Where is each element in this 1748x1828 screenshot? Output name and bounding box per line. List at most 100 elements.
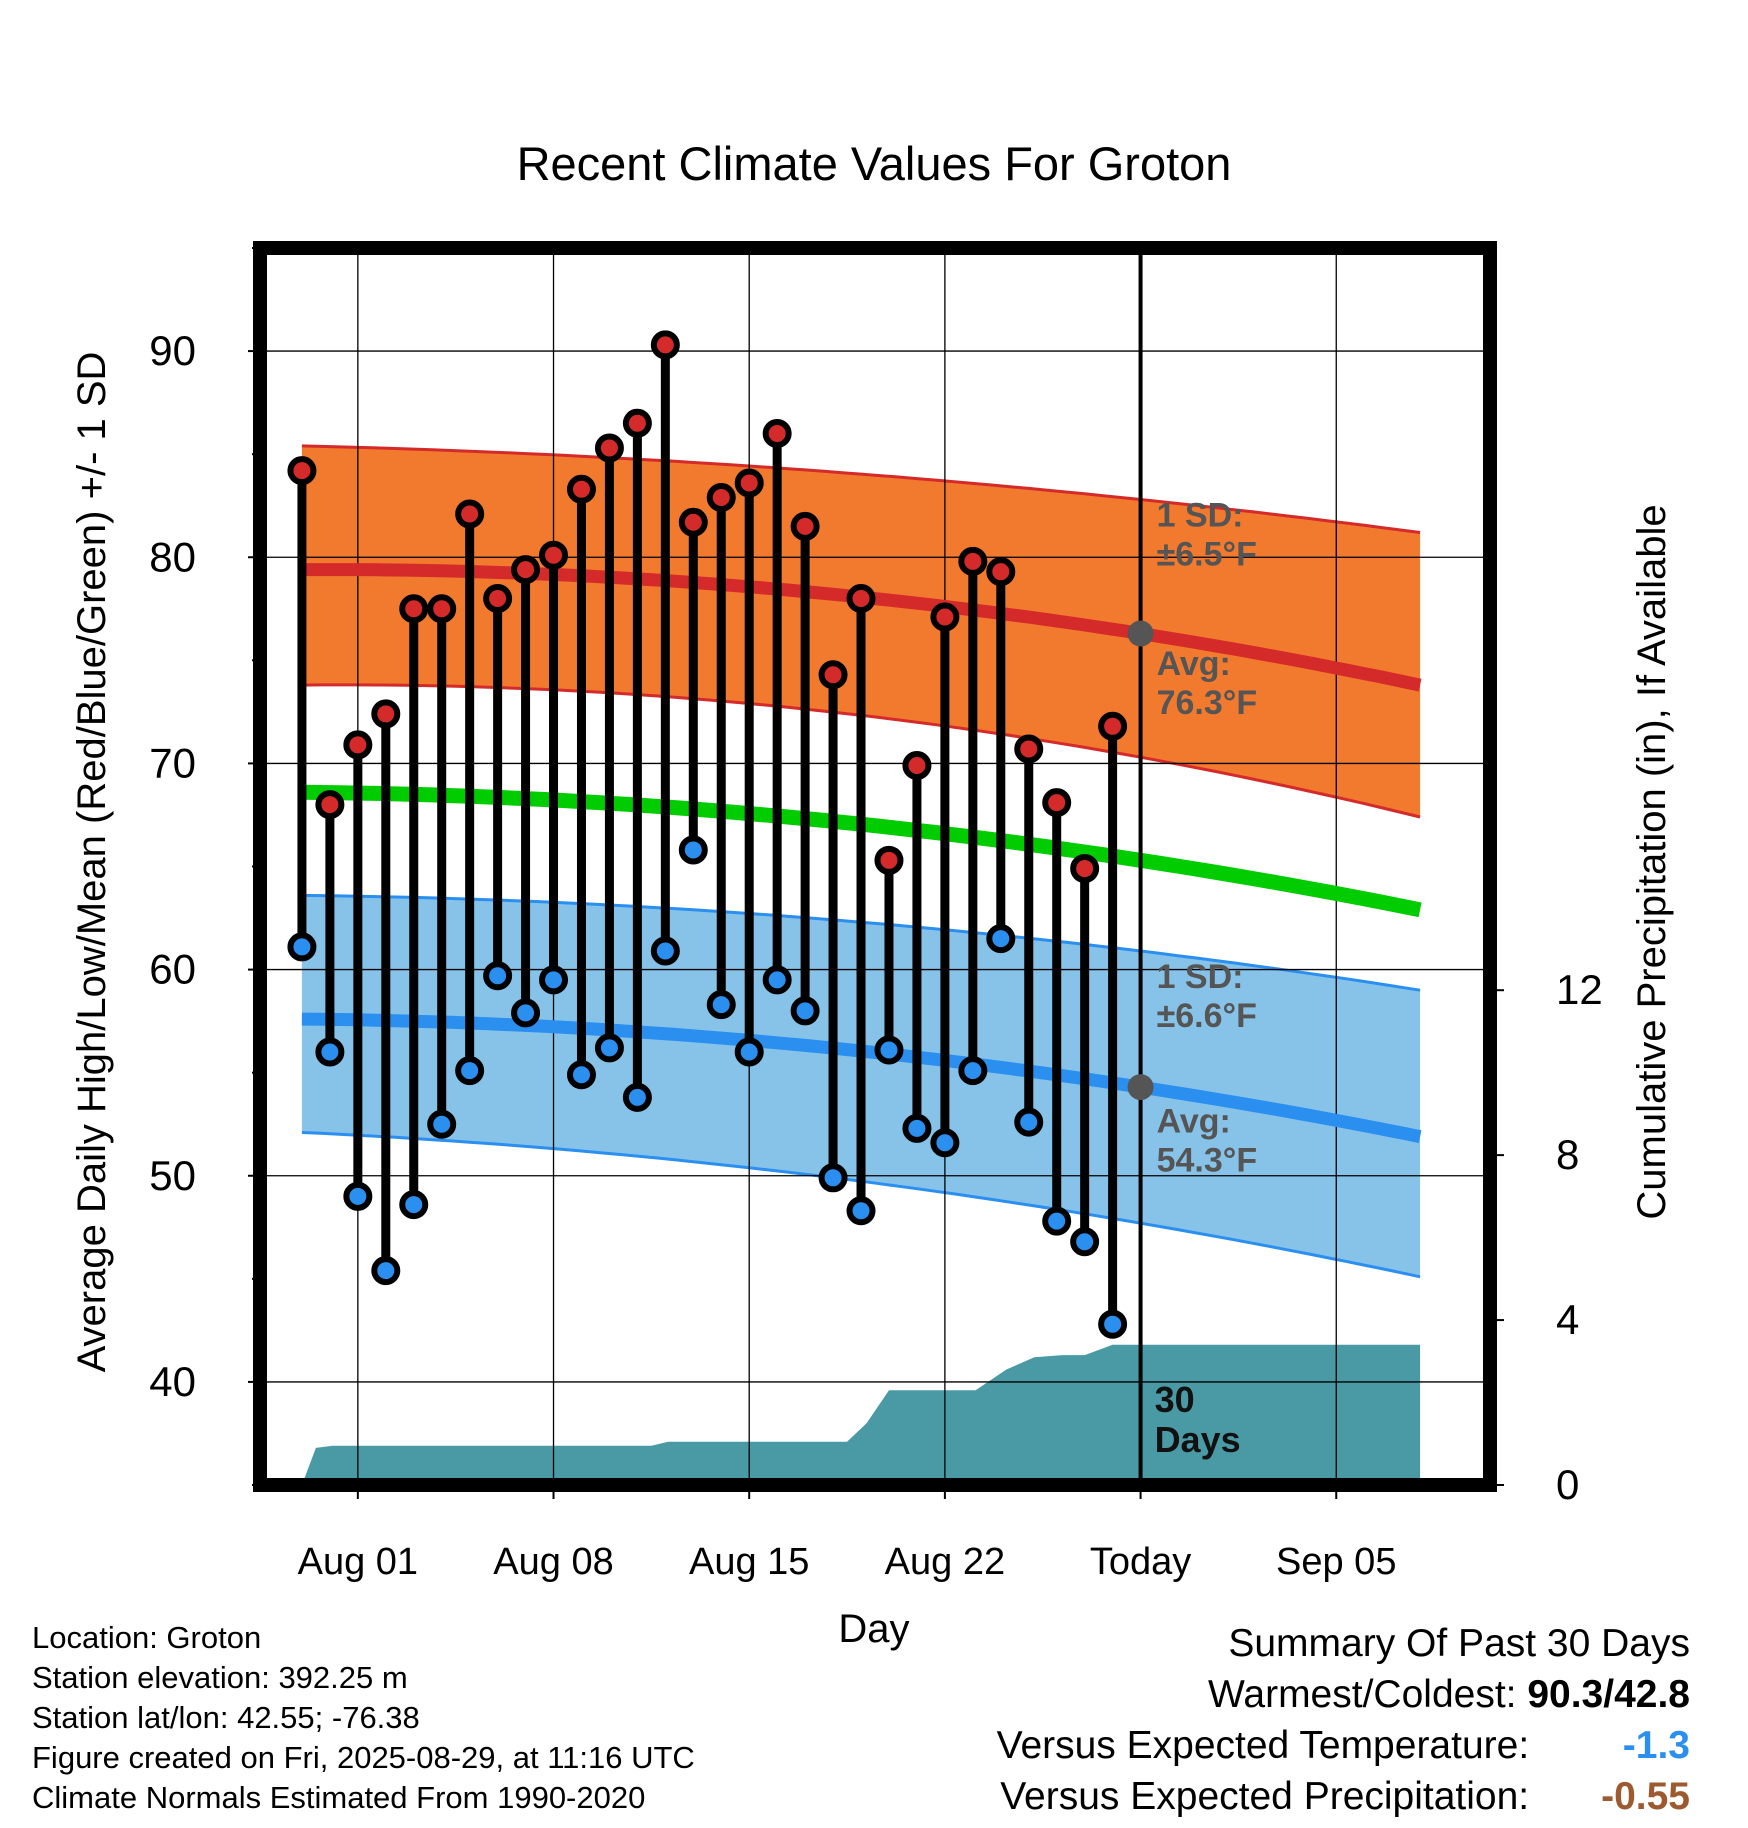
low-sd-annotation: 1 SD: ±6.6°F <box>1157 958 1257 1035</box>
x-tick-label: Aug 22 <box>885 1541 1005 1583</box>
daily-low-point <box>986 924 1016 954</box>
daily-low-point <box>622 1082 652 1112</box>
normals-text: Climate Normals Estimated From 1990-2020 <box>32 1780 646 1815</box>
precipitation-area <box>301 1344 1421 1485</box>
warmest-value: 90.3/42.8 <box>1527 1673 1690 1716</box>
daily-high-point <box>1070 854 1100 884</box>
daily-low-point <box>678 835 708 865</box>
daily-high-point <box>958 546 988 576</box>
y2-tick-label: 4 <box>1556 1296 1579 1343</box>
y-axis-label: Average Daily High/Low/Mean (Red/Blue/Gr… <box>70 352 114 1373</box>
high-avg-annotation: Avg: 76.3°F <box>1157 645 1258 722</box>
high-avg-annotation-line: Avg: <box>1157 645 1231 683</box>
y-tick-label: 50 <box>149 1152 196 1199</box>
location-text: Location: Groton <box>32 1620 262 1655</box>
high-sd-band-upper-edge <box>301 444 1421 534</box>
daily-high-point <box>399 594 429 624</box>
y2-tick-label: 8 <box>1556 1131 1579 1178</box>
daily-low-point <box>566 1060 596 1090</box>
daily-low-point <box>594 1033 624 1063</box>
daily-low-point <box>706 990 736 1020</box>
daily-high-point <box>1014 734 1044 764</box>
daily-low-point <box>930 1128 960 1158</box>
y-tick-label: 90 <box>149 327 196 374</box>
daily-high-point <box>846 583 876 613</box>
daily-low-point <box>734 1037 764 1067</box>
daily-high-point <box>902 750 932 780</box>
daily-high-point <box>427 594 457 624</box>
low-normal-today-marker <box>1127 1074 1154 1101</box>
today-line: 30 Days <box>1127 248 1241 1485</box>
y-tick-label: 80 <box>149 533 196 580</box>
daily-low-point <box>427 1109 457 1139</box>
daily-high-point <box>678 507 708 537</box>
x-tick-label: Aug 01 <box>298 1541 418 1583</box>
daily-high-point <box>594 433 624 463</box>
axes: 40 50 60 70 80 90 0 4 8 12 Aug 01 Aug 08 Aug 15 Aug 2… <box>149 247 1603 1583</box>
daily-high-point <box>511 555 541 585</box>
temp-label: Versus Expected Temperature: <box>996 1724 1530 1767</box>
elevation-text: Station elevation: 392.25 m <box>32 1660 408 1695</box>
y-tick-label: 60 <box>149 946 196 993</box>
daily-low-point <box>343 1181 373 1211</box>
x-axis-label: Day <box>838 1607 909 1651</box>
daily-points <box>287 330 1128 1339</box>
daily-high-point <box>566 474 596 504</box>
daily-low-point <box>650 936 680 966</box>
summary-warmest-row: Warmest/Coldest: 90.3/42.8 <box>997 1669 1690 1720</box>
daily-high-point <box>818 660 848 690</box>
precip-value: -0.55 <box>1601 1775 1690 1818</box>
y2-tick-label: 0 <box>1556 1461 1579 1508</box>
daily-low-point <box>874 1035 904 1065</box>
daily-low-point <box>1070 1227 1100 1257</box>
low-sd-annotation-line: ±6.6°F <box>1157 997 1257 1035</box>
x-tick-label: Sep 05 <box>1276 1541 1396 1583</box>
daily-low-point <box>399 1190 429 1220</box>
y-tick-label: 70 <box>149 739 196 786</box>
daily-low-point <box>1042 1206 1072 1236</box>
daily-high-point <box>790 511 820 541</box>
warmest-label: Warmest/Coldest: <box>1208 1673 1517 1716</box>
chart-title: Recent Climate Values For Groton <box>517 137 1232 190</box>
daily-low-point <box>455 1056 485 1086</box>
daily-low-point <box>790 996 820 1026</box>
daily-high-point <box>1098 711 1128 741</box>
high-normal-today-marker <box>1127 620 1154 647</box>
y2-axis-label: Cumulative Precipitation (in), If Availa… <box>1630 504 1674 1219</box>
low-avg-annotation: Avg: 54.3°F <box>1157 1102 1258 1179</box>
daily-high-point <box>986 557 1016 587</box>
low-avg-annotation-line: 54.3°F <box>1157 1141 1258 1179</box>
daily-high-point <box>343 730 373 760</box>
high-sd-annotation: 1 SD: ±6.5°F <box>1157 496 1257 573</box>
x-tick-label: Aug 15 <box>689 1541 809 1583</box>
station-info: Location: Groton Station elevation: 392.… <box>32 1618 695 1818</box>
daily-low-point <box>958 1056 988 1086</box>
x-tick-label: Aug 08 <box>493 1541 613 1583</box>
daily-low-point <box>902 1113 932 1143</box>
created-text: Figure created on Fri, 2025-08-29, at 11… <box>32 1740 695 1775</box>
daily-high-point <box>762 419 792 449</box>
summary-precip-row: Versus Expected Precipitation: -0.55 <box>997 1771 1690 1822</box>
daily-high-point <box>539 540 569 570</box>
daily-low-point <box>483 961 513 991</box>
daily-low-point <box>315 1037 345 1067</box>
daily-high-point <box>1042 788 1072 818</box>
high-sd-annotation-line: ±6.5°F <box>1157 535 1257 573</box>
daily-low-point <box>371 1256 401 1286</box>
low-sd-annotation-line: 1 SD: <box>1157 958 1244 996</box>
precip-label: Versus Expected Precipitation: <box>1000 1775 1530 1818</box>
daily-high-point <box>874 845 904 875</box>
daily-high-point <box>622 408 652 438</box>
daily-high-point <box>455 499 485 529</box>
precip-cumulative-area <box>301 1344 1421 1485</box>
temp-value: -1.3 <box>1622 1724 1690 1767</box>
daily-low-point <box>511 998 541 1028</box>
daily-low-point <box>762 965 792 995</box>
daily-low-point <box>1014 1107 1044 1137</box>
summary-panel: Summary Of Past 30 Days Warmest/Coldest:… <box>997 1618 1690 1822</box>
summary-title: Summary Of Past 30 Days <box>1228 1622 1690 1665</box>
daily-low-point <box>539 965 569 995</box>
daily-low-point <box>1098 1309 1128 1339</box>
y-tick-label: 40 <box>149 1358 196 1405</box>
